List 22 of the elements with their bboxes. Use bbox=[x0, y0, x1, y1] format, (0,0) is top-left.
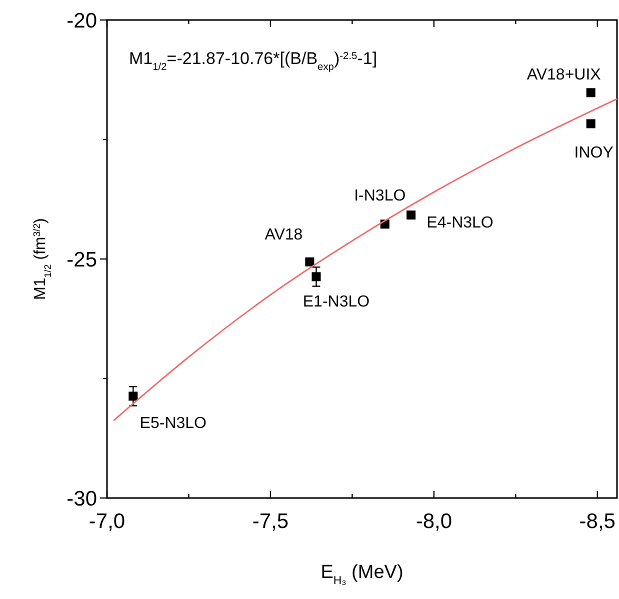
x-tick-label: -7,0 bbox=[88, 510, 126, 533]
point bbox=[586, 88, 596, 98]
y-tick-label: -20 bbox=[66, 9, 97, 32]
annotation: E5-N3LO bbox=[140, 414, 207, 432]
y-tick-label: -30 bbox=[66, 487, 97, 510]
annotation: M1$_{1/2}$=-21.87-10.76*[(B/B$_{exp}$)$^{-2.5}$-1] bbox=[129, 49, 378, 72]
x-tick-label: -8,5 bbox=[579, 510, 616, 533]
annotation: I-N3LO bbox=[354, 188, 406, 205]
annotation: E1-N3LO bbox=[302, 293, 370, 310]
annotation: INOY bbox=[574, 144, 614, 162]
annotation: E4-N3LO bbox=[426, 214, 494, 232]
point bbox=[312, 272, 321, 282]
x-axis-title: E$_{H₃}$ (MeV) bbox=[320, 562, 404, 587]
point bbox=[406, 210, 416, 220]
y-tick-label: -25 bbox=[66, 248, 97, 272]
x-tick-label: -7,5 bbox=[252, 510, 289, 533]
point bbox=[128, 392, 138, 401]
x-tick-label: -8,0 bbox=[416, 510, 452, 533]
point bbox=[586, 119, 596, 128]
annotation: AV18 bbox=[264, 226, 303, 244]
annotation: AV18+UIX bbox=[526, 66, 602, 84]
point bbox=[305, 257, 314, 266]
